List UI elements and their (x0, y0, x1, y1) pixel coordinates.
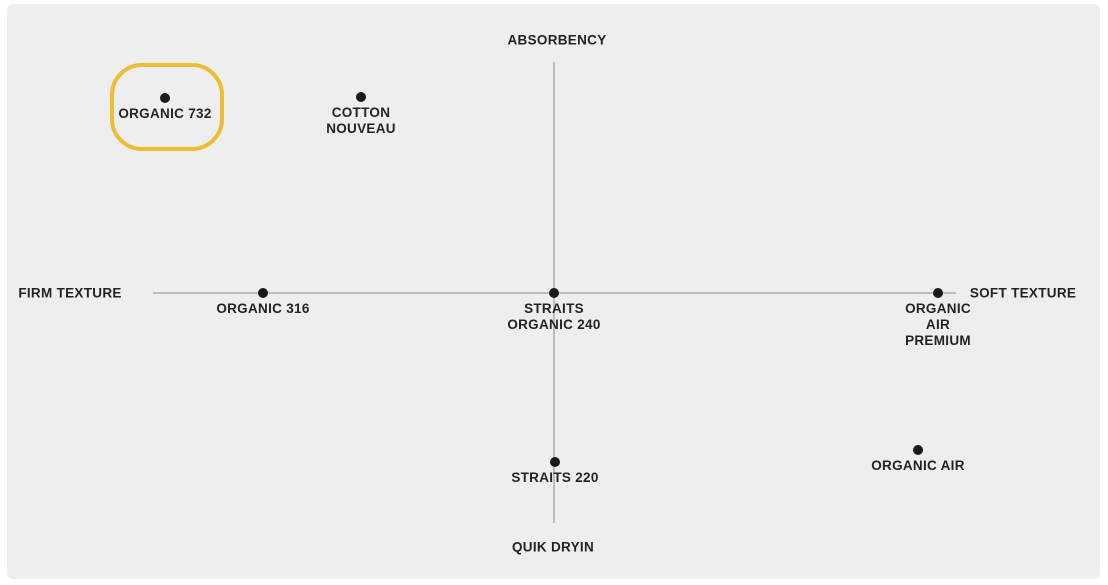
axis-label-soft-texture: SOFT TEXTURE (969, 285, 1077, 301)
data-point-label-straits-220: STRAITS 220 (511, 470, 599, 485)
axis-label-absorbency: ABSORBENCY (507, 32, 607, 48)
data-point-label-organic-316: ORGANIC 316 (216, 301, 310, 316)
data-point-organic-air (913, 445, 923, 455)
data-point-organic-732 (160, 93, 170, 103)
axis-label-quik-dryin: QUIK DRYIN (511, 539, 595, 555)
data-point-label-organic-732: ORGANIC 732 (118, 106, 212, 121)
data-point-label-cotton-nouveau: COTTON NOUVEAU (326, 105, 396, 136)
data-point-organic-316 (258, 288, 268, 298)
data-point-label-straits-organic-240: STRAITS ORGANIC 240 (507, 301, 601, 332)
data-point-label-organic-air: ORGANIC AIR (871, 458, 965, 473)
data-point-straits-220 (550, 457, 560, 467)
data-point-label-organic-air-premium: ORGANIC AIR PREMIUM (905, 301, 971, 348)
data-point-straits-organic-240 (549, 288, 559, 298)
highlight-ring-organic-732 (110, 63, 224, 151)
data-point-organic-air-premium (933, 288, 943, 298)
axis-label-firm-texture: FIRM TEXTURE (18, 285, 122, 301)
data-point-cotton-nouveau (356, 92, 366, 102)
